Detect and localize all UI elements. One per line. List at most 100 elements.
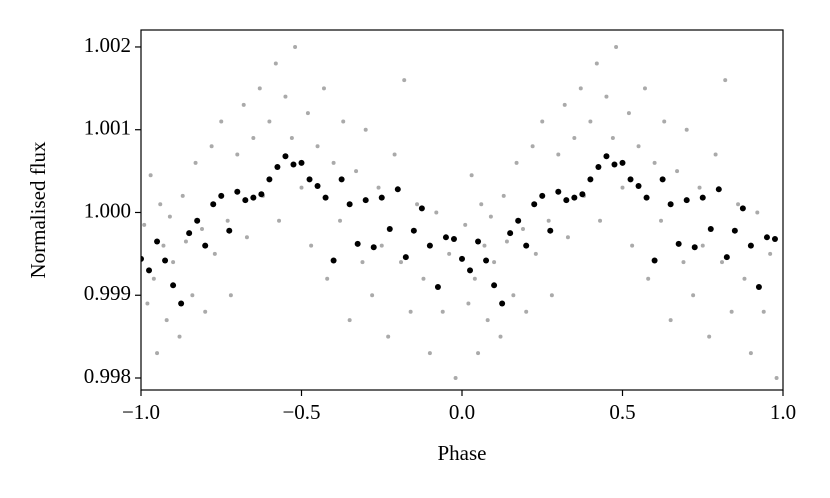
- data-point: [235, 152, 240, 157]
- plot-area: [141, 44, 779, 380]
- data-point: [164, 318, 169, 323]
- x-tick-label: 0.0: [449, 400, 475, 424]
- data-point: [467, 267, 474, 274]
- data-point: [646, 276, 651, 281]
- data-point: [578, 86, 583, 91]
- data-point: [547, 227, 554, 234]
- data-point: [546, 218, 551, 223]
- data-point: [360, 260, 365, 265]
- data-point: [447, 251, 452, 256]
- data-point: [450, 235, 457, 242]
- data-point: [748, 351, 753, 356]
- data-point: [659, 218, 664, 223]
- data-point: [266, 176, 273, 183]
- data-point: [681, 260, 686, 265]
- data-point: [501, 193, 506, 198]
- data-point: [588, 119, 593, 124]
- data-point: [483, 257, 490, 264]
- data-point: [771, 235, 778, 242]
- data-point: [472, 276, 477, 281]
- data-point: [520, 227, 525, 232]
- data-point: [158, 202, 163, 207]
- data-point: [739, 205, 746, 212]
- data-point: [697, 185, 702, 190]
- data-point: [604, 94, 609, 99]
- data-point: [475, 238, 482, 245]
- data-point: [626, 111, 631, 116]
- data-point: [346, 201, 353, 208]
- data-point: [530, 144, 535, 149]
- data-point: [408, 309, 413, 314]
- data-point: [594, 61, 599, 66]
- data-point: [715, 186, 722, 193]
- data-point: [146, 267, 153, 274]
- data-point: [155, 351, 160, 356]
- data-point: [731, 227, 738, 234]
- data-point: [298, 159, 305, 166]
- data-point: [315, 144, 320, 149]
- data-point: [154, 238, 161, 245]
- data-point: [186, 230, 193, 237]
- data-point: [659, 176, 666, 183]
- data-point: [498, 334, 503, 339]
- data-point: [488, 214, 493, 219]
- data-point: [691, 293, 696, 298]
- data-point: [386, 226, 393, 233]
- data-point: [226, 227, 233, 234]
- data-point: [314, 183, 321, 189]
- data-point: [289, 136, 294, 140]
- data-point: [555, 188, 562, 195]
- data-point: [700, 243, 705, 248]
- data-point: [305, 111, 310, 116]
- data-point: [379, 243, 384, 248]
- data-point: [524, 309, 529, 314]
- data-point: [603, 153, 610, 160]
- data-point: [642, 86, 647, 91]
- data-point: [394, 186, 401, 193]
- data-point: [283, 94, 288, 99]
- data-point: [723, 78, 728, 83]
- data-point: [755, 283, 762, 290]
- data-point: [354, 169, 359, 174]
- data-point: [321, 86, 326, 91]
- data-point: [507, 230, 514, 237]
- data-point: [491, 282, 498, 289]
- data-point: [579, 191, 586, 198]
- data-point: [504, 239, 509, 244]
- data-point: [244, 235, 249, 240]
- data-point: [362, 197, 369, 204]
- y-axis-label: Normalised flux: [26, 141, 50, 279]
- data-point: [410, 227, 417, 234]
- data-point: [747, 242, 754, 249]
- data-point: [273, 61, 278, 66]
- data-point: [540, 119, 545, 124]
- data-point: [523, 242, 530, 249]
- data-point: [434, 283, 441, 290]
- data-point: [177, 334, 182, 339]
- data-point: [482, 243, 487, 248]
- data-point: [476, 351, 481, 356]
- data-point: [768, 251, 773, 256]
- data-point: [274, 163, 281, 170]
- data-point: [402, 254, 409, 261]
- data-point: [331, 160, 336, 165]
- data-point: [267, 119, 272, 124]
- y-tick-label: 0.999: [84, 281, 131, 305]
- data-point: [415, 202, 420, 207]
- data-point: [282, 153, 289, 160]
- data-point: [610, 136, 615, 140]
- data-point: [257, 86, 262, 91]
- data-point: [203, 309, 208, 314]
- data-point: [190, 293, 195, 298]
- data-point: [459, 255, 465, 262]
- data-point: [378, 194, 385, 201]
- data-point: [194, 217, 201, 224]
- data-point: [178, 300, 185, 307]
- data-point: [761, 309, 766, 314]
- data-point: [171, 260, 176, 265]
- data-point: [668, 318, 673, 323]
- x-tick-label: 1.0: [770, 400, 796, 424]
- data-point: [209, 144, 214, 149]
- data-point: [755, 210, 760, 215]
- data-point: [514, 160, 519, 165]
